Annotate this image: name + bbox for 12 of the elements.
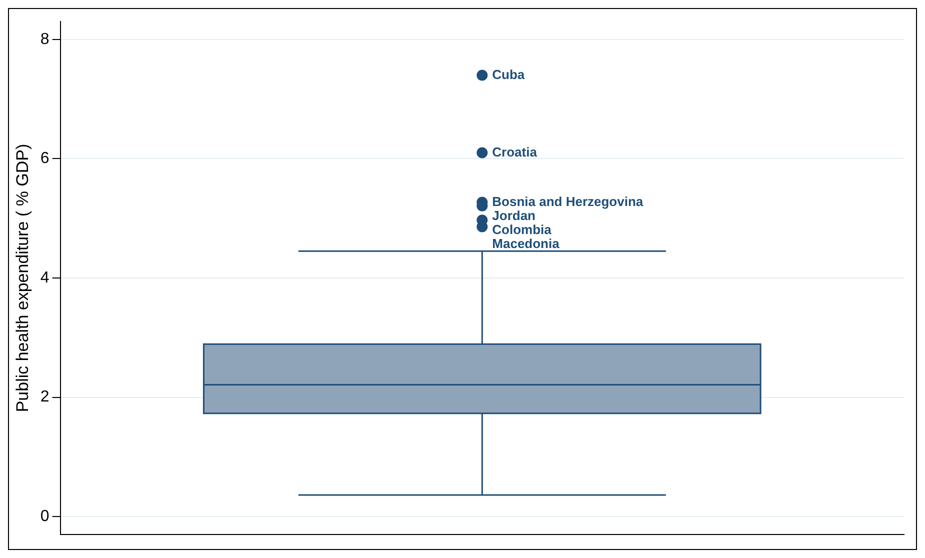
annotation: Cuba	[492, 66, 526, 82]
y-tick-label: 4	[40, 269, 50, 286]
annotation: Colombia	[492, 222, 552, 237]
y-tick-label: 8	[40, 30, 50, 48]
annotation: Macedonia	[492, 236, 560, 251]
annotation: Jordan	[492, 208, 536, 223]
y-tick-label: 2	[40, 388, 50, 406]
y-axis-title: Public health expenditure ( % GDP)	[12, 144, 32, 412]
annotation: Bosnia and Herzegovina	[492, 194, 644, 209]
y-tick-label: 0	[40, 508, 50, 525]
annotation: Croatia	[492, 144, 538, 160]
y-tick-label: 6	[40, 150, 50, 168]
